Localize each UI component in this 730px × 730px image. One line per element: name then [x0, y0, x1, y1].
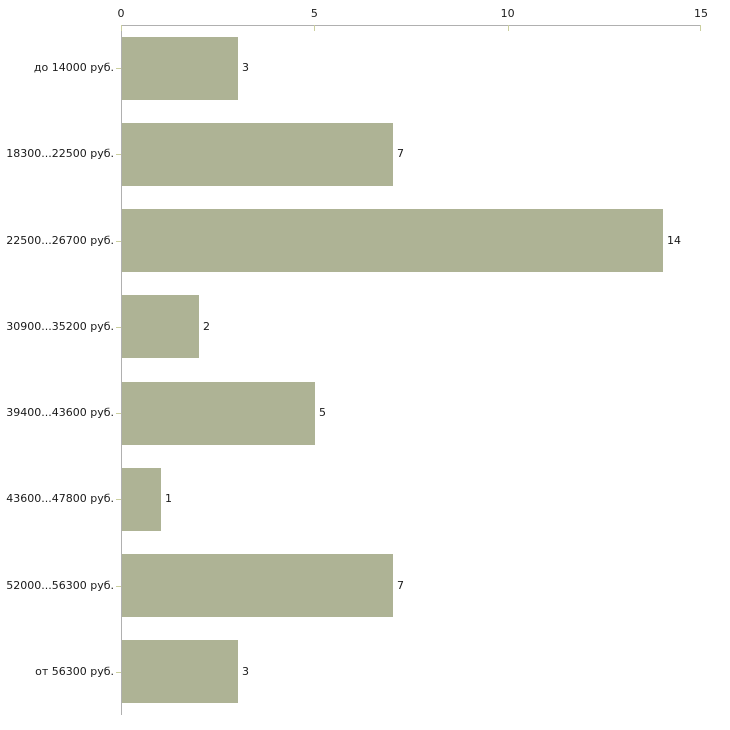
- category-label: 52000...56300 руб.: [6, 579, 114, 592]
- y-axis-tick: [116, 672, 121, 673]
- y-axis-line: [121, 25, 122, 715]
- y-axis-tick: [116, 413, 121, 414]
- x-axis-tick-label: 10: [500, 7, 515, 20]
- bar-value-label: 3: [242, 61, 249, 74]
- y-axis-tick: [116, 241, 121, 242]
- bar-value-label: 1: [165, 492, 172, 505]
- bar[interactable]: [122, 37, 238, 100]
- x-axis-tick: [700, 25, 701, 31]
- x-axis-line: [121, 25, 701, 26]
- bar[interactable]: [122, 640, 238, 703]
- x-axis-tick-label: 5: [310, 7, 318, 20]
- bar-value-label: 7: [397, 579, 404, 592]
- y-axis-tick: [116, 586, 121, 587]
- x-axis-tick-label: 15: [694, 7, 708, 20]
- y-axis-tick: [116, 327, 121, 328]
- category-label: до 14000 руб.: [33, 61, 114, 74]
- bar[interactable]: [122, 382, 315, 445]
- x-axis-tick: [314, 25, 316, 31]
- bar[interactable]: [122, 554, 393, 617]
- category-label: 39400...43600 руб.: [6, 406, 114, 419]
- bar-value-label: 5: [319, 406, 326, 419]
- y-axis-tick: [116, 154, 121, 155]
- bar-value-label: 14: [667, 234, 681, 247]
- y-axis-tick: [116, 499, 121, 500]
- bar-value-label: 7: [397, 147, 404, 160]
- bar[interactable]: [122, 123, 393, 186]
- bar[interactable]: [122, 468, 161, 531]
- category-label: 30900...35200 руб.: [6, 320, 114, 333]
- x-axis-tick: [121, 25, 122, 31]
- bar[interactable]: [122, 209, 663, 272]
- x-axis-tick: [507, 25, 509, 31]
- category-label: 18300...22500 руб.: [6, 147, 114, 160]
- x-axis-tick-label: 0: [117, 7, 125, 20]
- category-label: от 56300 руб.: [35, 665, 114, 678]
- y-axis-tick: [116, 68, 121, 69]
- category-label: 43600...47800 руб.: [6, 492, 114, 505]
- bar-value-label: 2: [203, 320, 210, 333]
- category-label: 22500...26700 руб.: [6, 234, 114, 247]
- bar-value-label: 3: [242, 665, 249, 678]
- bar[interactable]: [122, 295, 199, 358]
